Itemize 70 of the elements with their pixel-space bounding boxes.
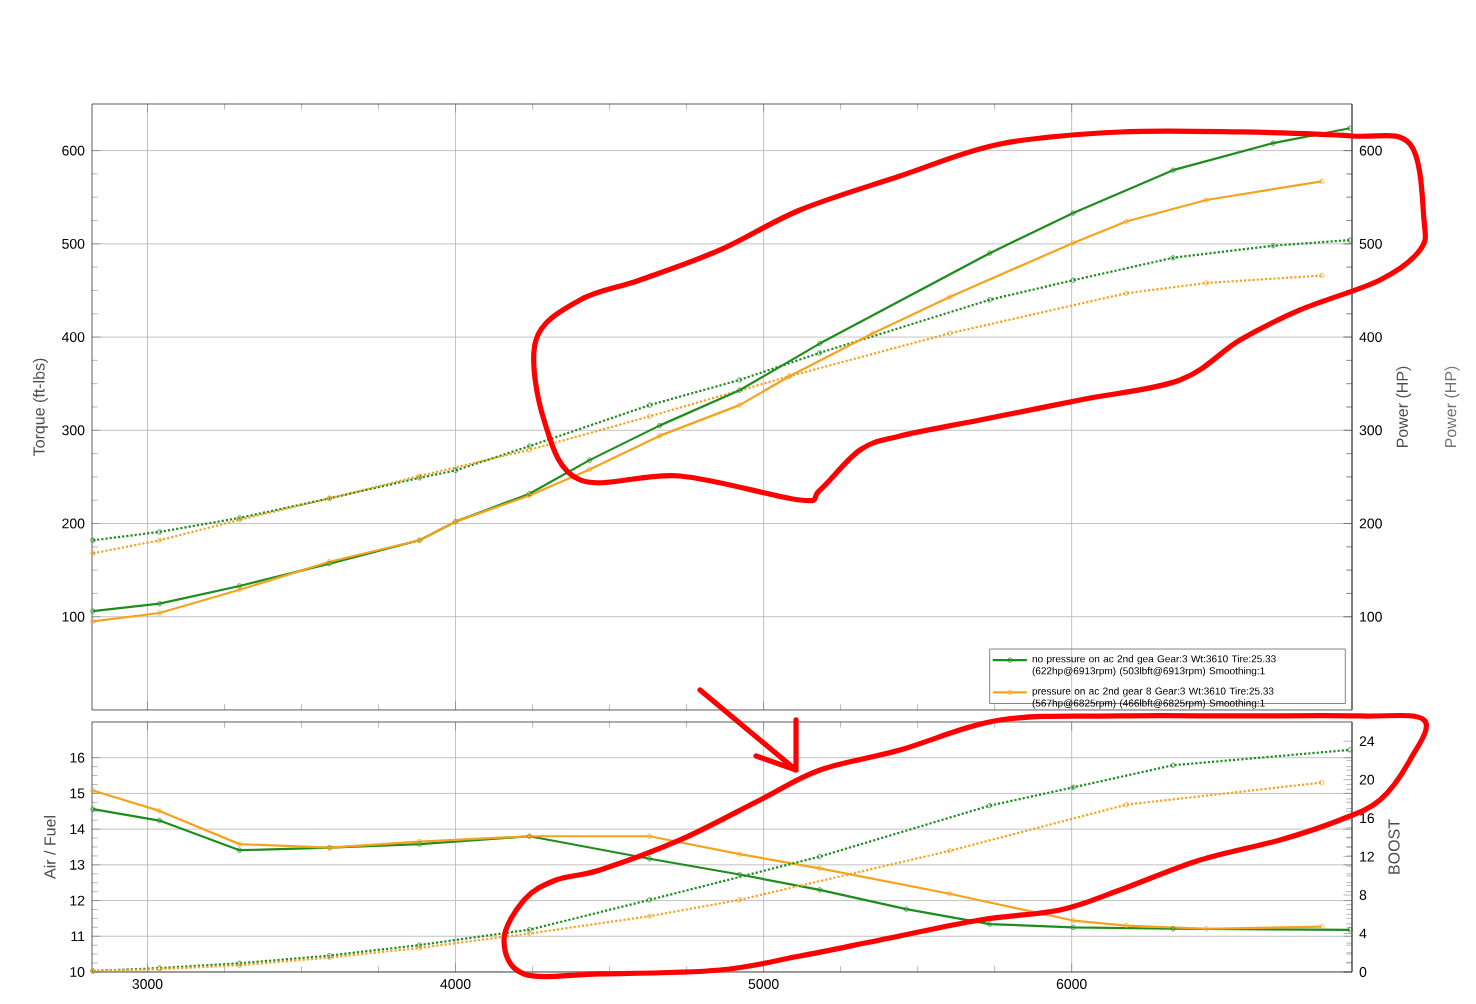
point xyxy=(236,847,243,853)
point xyxy=(987,803,993,809)
point xyxy=(647,402,653,408)
point xyxy=(1203,926,1209,932)
point xyxy=(1170,762,1176,768)
point xyxy=(817,340,823,347)
y2-axis-title: Power (HP) xyxy=(1396,366,1412,447)
point xyxy=(156,817,163,824)
point xyxy=(90,550,96,556)
point xyxy=(1319,272,1325,279)
point xyxy=(736,377,743,383)
point xyxy=(736,871,743,878)
point xyxy=(647,897,653,903)
point xyxy=(736,387,743,393)
point xyxy=(236,841,243,847)
y-axis-title: Torque (ft-lbs) xyxy=(32,358,48,456)
point xyxy=(1123,922,1129,929)
point xyxy=(736,897,743,903)
point xyxy=(987,297,993,303)
point xyxy=(947,891,953,897)
point xyxy=(647,856,653,862)
point xyxy=(947,330,953,336)
point xyxy=(903,906,909,912)
point xyxy=(947,848,953,854)
point xyxy=(987,250,993,256)
point xyxy=(1347,747,1353,753)
point xyxy=(817,853,823,860)
point xyxy=(987,921,993,927)
point xyxy=(656,433,663,439)
point xyxy=(817,887,823,893)
point xyxy=(736,402,743,408)
point xyxy=(1070,917,1076,924)
point xyxy=(656,423,663,429)
point xyxy=(156,529,163,535)
point xyxy=(1070,924,1076,930)
point xyxy=(1319,779,1325,786)
point xyxy=(1203,280,1209,286)
point xyxy=(90,537,96,543)
point xyxy=(586,466,593,473)
text: Power (HP) xyxy=(1444,366,1460,447)
point xyxy=(1123,218,1129,225)
point xyxy=(647,913,653,919)
point xyxy=(736,851,743,857)
point xyxy=(947,294,953,300)
point xyxy=(1070,784,1076,790)
point xyxy=(1070,240,1076,246)
point xyxy=(156,808,163,814)
point xyxy=(1347,237,1353,243)
point xyxy=(1170,255,1176,261)
point xyxy=(1270,243,1276,249)
point xyxy=(870,330,876,336)
point xyxy=(1070,277,1076,283)
point xyxy=(1170,926,1176,932)
point xyxy=(817,350,823,356)
point xyxy=(1070,210,1076,216)
point xyxy=(647,413,653,419)
point xyxy=(1123,290,1129,296)
point xyxy=(156,601,163,607)
point xyxy=(452,467,459,473)
point xyxy=(1203,197,1209,203)
point xyxy=(156,537,163,543)
point xyxy=(817,865,823,872)
point xyxy=(586,457,593,463)
point xyxy=(1123,802,1129,808)
y-axis-title: Air / Fuel xyxy=(43,816,56,879)
point xyxy=(156,610,163,616)
y2-axis-title: BOOST xyxy=(1388,819,1400,874)
point xyxy=(1270,140,1276,146)
point xyxy=(647,833,653,839)
point xyxy=(1170,167,1176,173)
